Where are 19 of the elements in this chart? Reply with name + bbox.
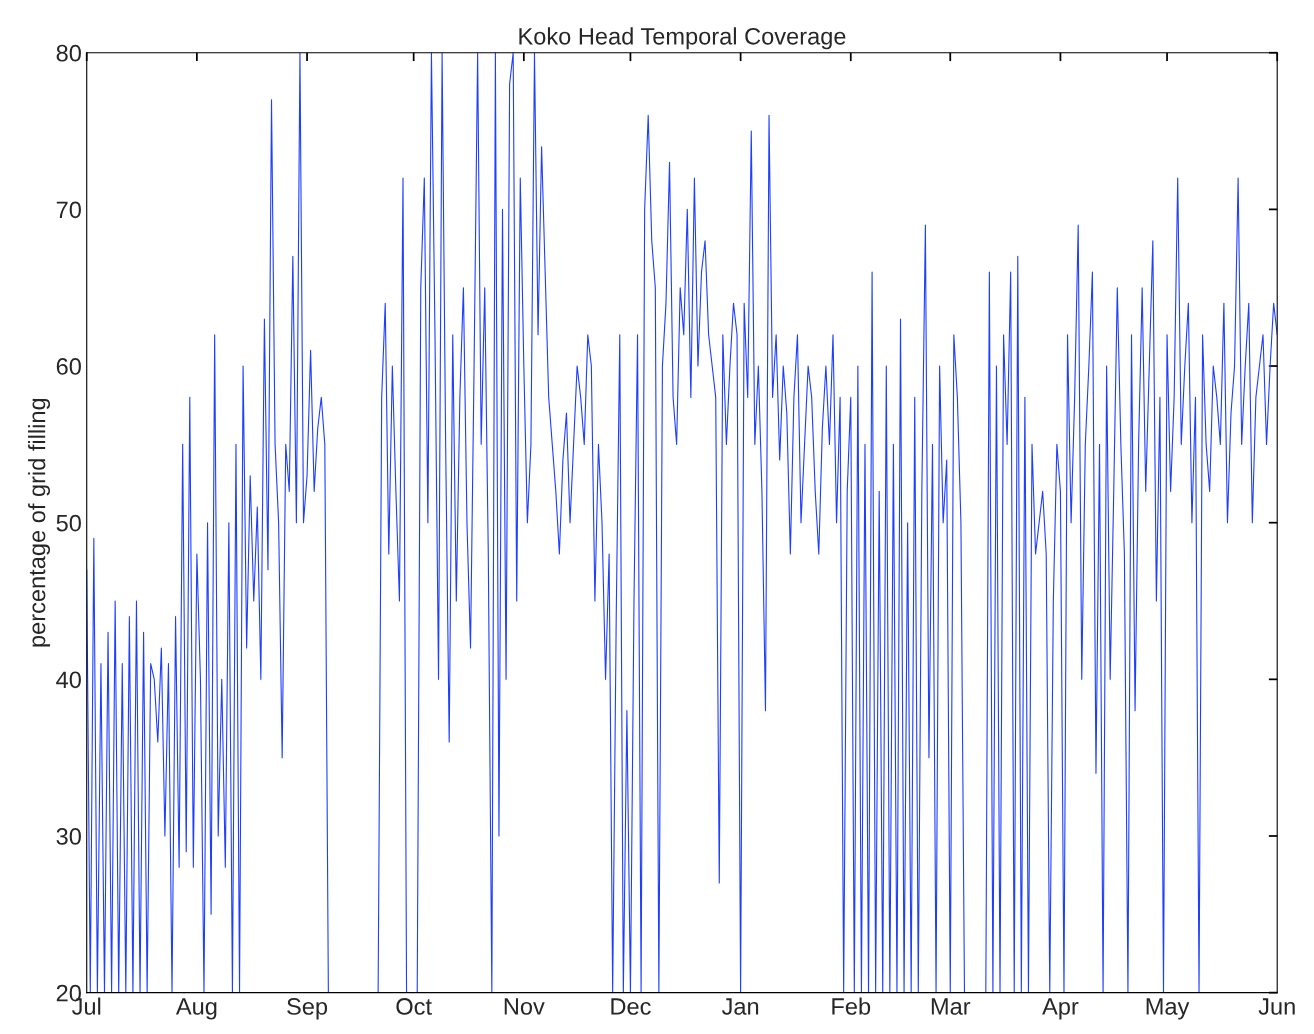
x-tick-label: Sep <box>287 998 328 1020</box>
x-tick-label: May <box>1146 998 1190 1020</box>
x-tick-label: Dec <box>611 998 651 1015</box>
x-tick-label: Oct <box>396 998 432 1015</box>
y-axis-title: percentage of grid filling <box>28 398 51 647</box>
x-tick-label: Mar <box>931 998 971 1015</box>
y-tick-label: 30 <box>56 828 81 845</box>
x-tick-label: Apr <box>1042 998 1079 1020</box>
y-tick-label: 70 <box>56 201 81 219</box>
y-tick-label: 60 <box>56 358 81 375</box>
y-tick-label: 80 <box>56 44 81 62</box>
y-tick-label: 40 <box>56 671 81 689</box>
x-tick-label: Feb <box>832 997 871 1015</box>
x-tick-label: Jan <box>721 998 759 1015</box>
y-tick-label: 50 <box>56 514 81 532</box>
x-tick-label: Jun <box>1258 998 1295 1015</box>
chart-title: Koko Head Temporal Coverage <box>519 27 846 50</box>
x-tick-label: Aug <box>175 998 217 1020</box>
x-tick-label: Nov <box>504 998 545 1015</box>
